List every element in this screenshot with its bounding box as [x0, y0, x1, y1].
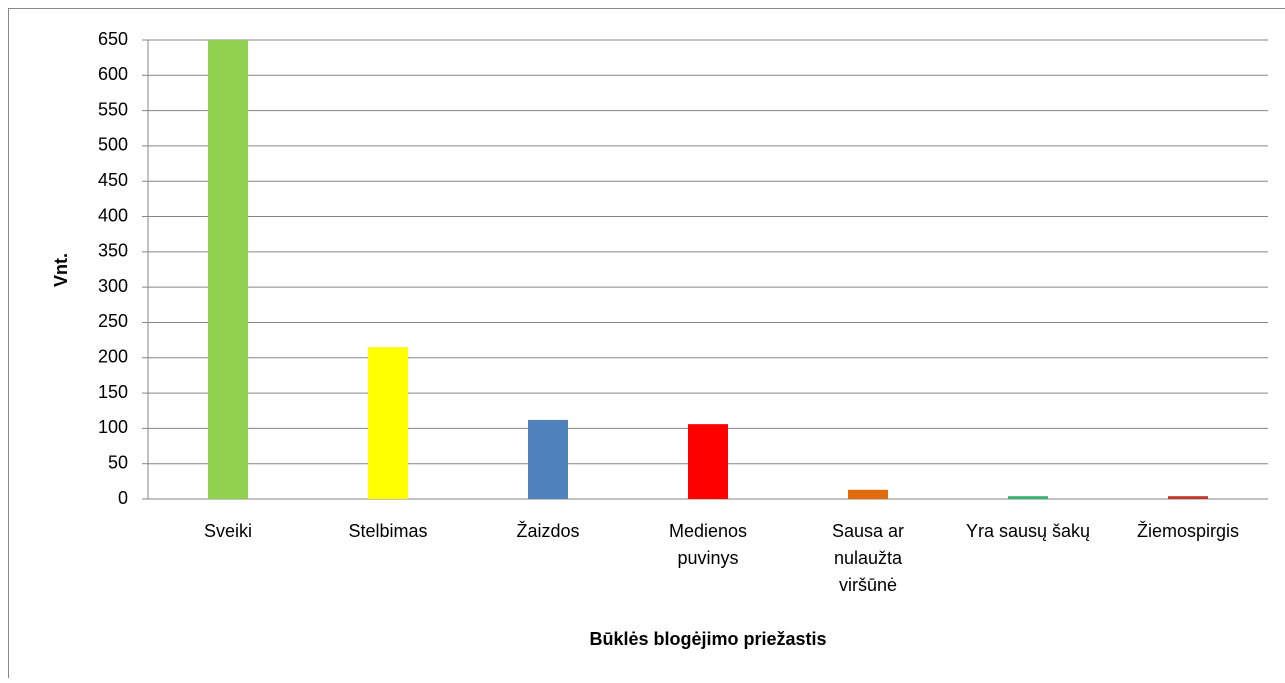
x-axis-title: Būklės blogėjimo priežastis — [589, 629, 826, 649]
x-tick-label: Stelbimas — [348, 521, 427, 541]
y-axis-title: Vnt. — [51, 253, 71, 287]
bar — [208, 40, 248, 499]
bar — [1168, 496, 1208, 499]
bar — [1008, 496, 1048, 499]
y-tick-label: 400 — [98, 205, 128, 225]
x-tick-label: Žaizdos — [516, 521, 579, 541]
x-tick-label: Sausa ar — [832, 521, 904, 541]
y-tick-label: 300 — [98, 276, 128, 296]
x-tick-label: puvinys — [677, 548, 738, 568]
x-tick-label: Medienos — [669, 521, 747, 541]
x-tick-label: Yra sausų šakų — [966, 521, 1090, 541]
y-tick-label: 50 — [108, 452, 128, 472]
y-tick-label: 550 — [98, 99, 128, 119]
y-tick-label: 450 — [98, 170, 128, 190]
y-tick-label: 250 — [98, 311, 128, 331]
x-tick-label: Sveiki — [204, 521, 252, 541]
bar — [688, 424, 728, 499]
y-tick-label: 350 — [98, 241, 128, 261]
x-tick-label: nulaužta — [834, 548, 903, 568]
y-tick-label: 100 — [98, 417, 128, 437]
chart-border — [9, 9, 1285, 679]
y-tick-label: 600 — [98, 64, 128, 84]
y-tick-label: 200 — [98, 347, 128, 367]
y-tick-label: 0 — [118, 488, 128, 508]
bar — [368, 347, 408, 499]
x-tick-label: viršūnė — [839, 575, 897, 595]
bar — [528, 420, 568, 499]
y-tick-label: 650 — [98, 29, 128, 49]
y-tick-label: 150 — [98, 382, 128, 402]
y-tick-label: 500 — [98, 135, 128, 155]
bar — [848, 490, 888, 499]
x-tick-label: Žiemospirgis — [1137, 521, 1239, 541]
